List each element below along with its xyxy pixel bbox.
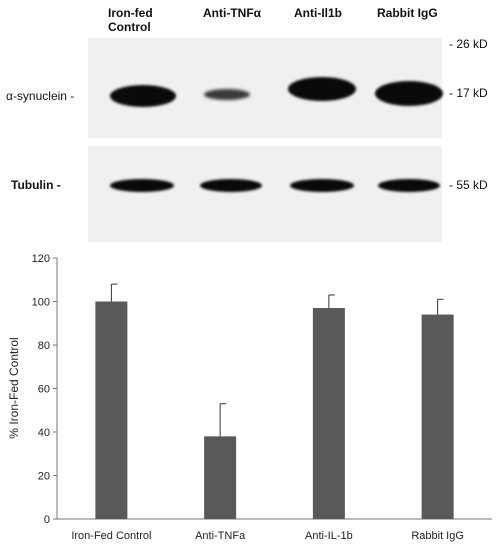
lane-header-line1: Anti-TNFα <box>203 6 262 20</box>
y-tick-label: 60 <box>38 384 50 396</box>
alpha-synuclein-band-iron-fed-control <box>110 85 176 107</box>
bar <box>95 301 128 519</box>
lane-header-iron-fed-control: Iron-fed Control <box>108 6 153 34</box>
alpha-synuclein-band-anti-il1b <box>288 77 356 101</box>
y-tick-label: 20 <box>38 471 50 483</box>
marker-55kd: - 55 kD <box>449 178 488 192</box>
lane-header-line1: Iron-fed <box>108 6 153 20</box>
lane-header-line2: Control <box>108 20 151 34</box>
lane-header-rabbit-igg: Rabbit IgG <box>377 6 438 20</box>
lane-header-anti-il1b: Anti-Il1b <box>294 6 342 20</box>
bar <box>421 314 454 519</box>
lane-header-line1: Rabbit IgG <box>377 6 438 20</box>
y-tick-label: 40 <box>38 427 50 439</box>
tubulin-band-anti-il1b <box>290 179 354 192</box>
marker-17kd: - 17 kD <box>449 86 488 100</box>
x-tick-label: Anti-IL-1b <box>305 530 353 542</box>
y-tick-label: 80 <box>38 340 50 352</box>
tubulin-band-rabbit-igg <box>378 179 440 192</box>
alpha-synuclein-band-anti-tnf <box>204 89 250 100</box>
tubulin-band-anti-tnf <box>200 179 262 192</box>
bar <box>204 436 237 519</box>
y-axis-label: % Iron-Fed Control <box>7 337 21 438</box>
tubulin-band-iron-fed-control <box>110 179 174 192</box>
lane-header-line1: Anti-Il1b <box>294 6 342 20</box>
lane-header-anti-tnf: Anti-TNFα <box>203 6 261 20</box>
y-tick-label: 100 <box>32 297 50 309</box>
y-tick-label: 0 <box>44 514 50 526</box>
x-tick-label: Anti-TNFa <box>195 530 246 542</box>
alpha-synuclein-blot-panel <box>88 38 443 138</box>
tubulin-row-label: Tubulin - <box>11 178 61 192</box>
alpha-synuclein-band-rabbit-igg <box>375 81 443 106</box>
x-tick-label: Rabbit IgG <box>411 530 464 542</box>
y-tick-label: 120 <box>32 253 50 265</box>
marker-26kd: - 26 kD <box>449 37 488 51</box>
alpha-synuclein-row-label: α-synuclein - <box>6 89 75 103</box>
x-tick-label: Iron-Fed Control <box>71 530 151 542</box>
bar <box>312 308 345 519</box>
tubulin-blot-panel <box>88 146 442 242</box>
